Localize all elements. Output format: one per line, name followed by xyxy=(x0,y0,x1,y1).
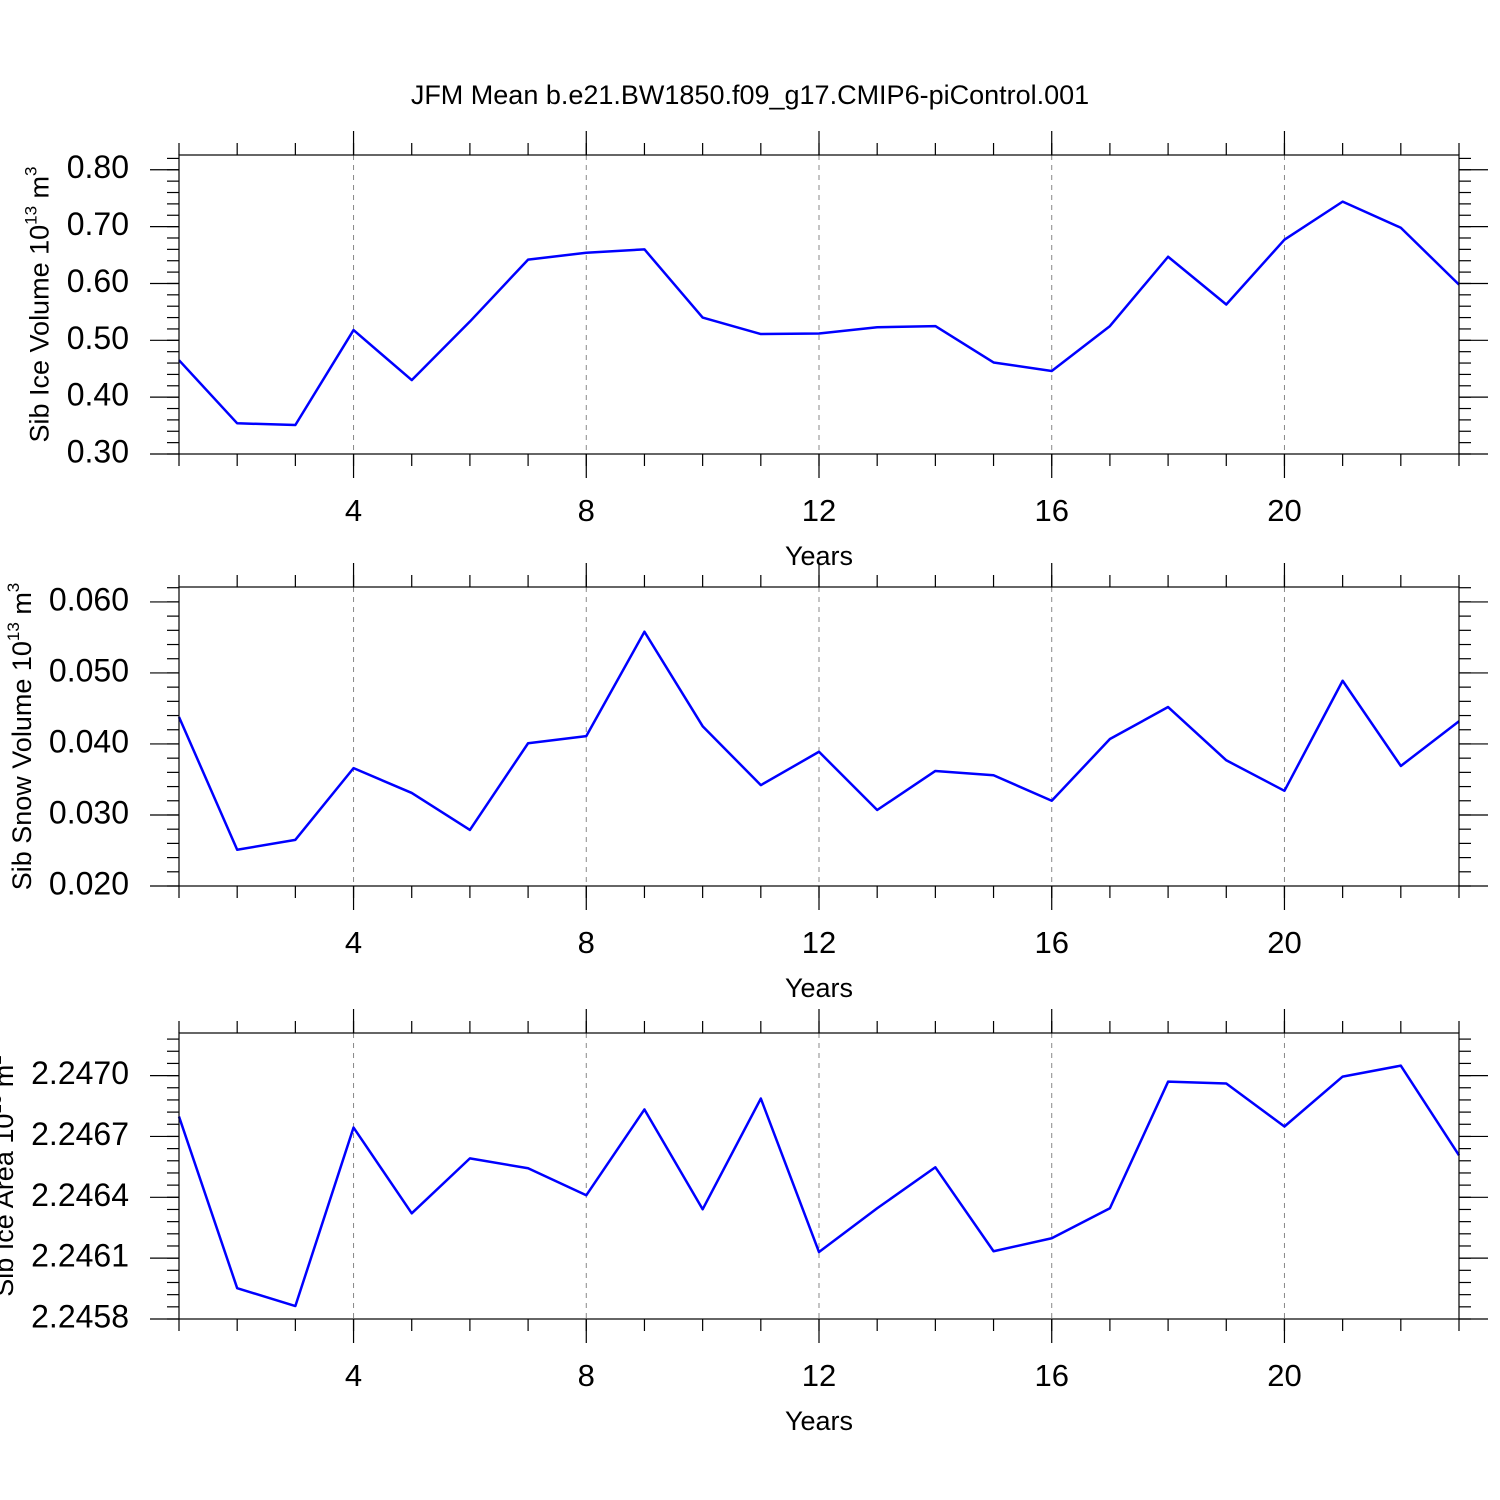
y-axis-label: Sib Ice Volume 1013 m3 xyxy=(22,166,55,442)
y-tick-label: 0.50 xyxy=(67,320,129,356)
y-tick-label: 0.040 xyxy=(49,723,129,759)
x-axis-label: Years xyxy=(785,1406,853,1436)
y-tick-label: 0.050 xyxy=(49,652,129,688)
x-tick-label: 8 xyxy=(578,493,595,528)
y-axis-label-exponent: 3 xyxy=(4,583,23,592)
chart-title: JFM Mean b.e21.BW1850.f09_g17.CMIP6-piCo… xyxy=(411,80,1089,110)
x-tick-label: 16 xyxy=(1034,1358,1068,1393)
y-tick-label: 0.30 xyxy=(67,433,129,469)
y-axis-label-part: m xyxy=(25,176,55,206)
y-axis-label-part: Sib Snow Volume 10 xyxy=(7,641,37,890)
x-tick-label: 4 xyxy=(345,925,362,960)
x-tick-label: 16 xyxy=(1034,493,1068,528)
plot-frame xyxy=(178,154,1460,455)
plot-frame xyxy=(178,586,1460,887)
x-tick-label: 20 xyxy=(1267,493,1301,528)
data-line xyxy=(178,200,1460,427)
y-tick-label: 0.60 xyxy=(67,263,129,299)
data-line xyxy=(177,630,1460,852)
y-axis-label-exponent: 3 xyxy=(22,166,41,175)
data-line xyxy=(177,1064,1461,1308)
y-axis-label-exponent: 2 xyxy=(0,1055,5,1064)
y-axis-label-part: Sib Ice Volume 10 xyxy=(25,225,55,443)
y-tick-label: 0.030 xyxy=(49,794,129,830)
x-tick-label: 20 xyxy=(1267,1358,1301,1393)
x-tick-label: 4 xyxy=(345,493,362,528)
y-tick-label: 0.020 xyxy=(49,865,129,901)
x-tick-label: 4 xyxy=(345,1358,362,1393)
x-tick-label: 12 xyxy=(802,925,836,960)
y-axis-label-part: m xyxy=(7,592,37,622)
y-tick-label: 2.2470 xyxy=(31,1055,129,1091)
plot-frame xyxy=(178,1032,1460,1320)
y-axis-label: Sib Ice Area 1013 m2 xyxy=(0,1055,19,1297)
y-axis-label-exponent: 13 xyxy=(22,206,41,225)
y-tick-label: 0.80 xyxy=(67,149,129,185)
x-tick-label: 16 xyxy=(1034,925,1068,960)
y-tick-label: 2.2467 xyxy=(31,1116,129,1152)
y-tick-label: 2.2458 xyxy=(31,1298,129,1334)
y-tick-label: 0.70 xyxy=(67,206,129,242)
y-tick-label: 0.060 xyxy=(49,581,129,617)
x-tick-label: 12 xyxy=(802,1358,836,1393)
x-tick-label: 8 xyxy=(578,1358,595,1393)
x-tick-label: 12 xyxy=(802,493,836,528)
y-axis-label-part: m xyxy=(0,1065,19,1095)
x-axis-label: Years xyxy=(785,973,853,1003)
y-tick-label: 0.40 xyxy=(67,377,129,413)
x-tick-label: 8 xyxy=(578,925,595,960)
y-axis-label-exponent: 13 xyxy=(4,622,23,641)
x-tick-label: 20 xyxy=(1267,925,1301,960)
y-tick-label: 2.2464 xyxy=(31,1177,129,1213)
y-axis-label: Sib Snow Volume 1013 m3 xyxy=(4,583,37,891)
y-axis-label-part: Sib Ice Area 10 xyxy=(0,1114,19,1297)
y-tick-label: 2.2461 xyxy=(31,1238,129,1274)
y-axis-label-exponent: 13 xyxy=(0,1095,5,1114)
